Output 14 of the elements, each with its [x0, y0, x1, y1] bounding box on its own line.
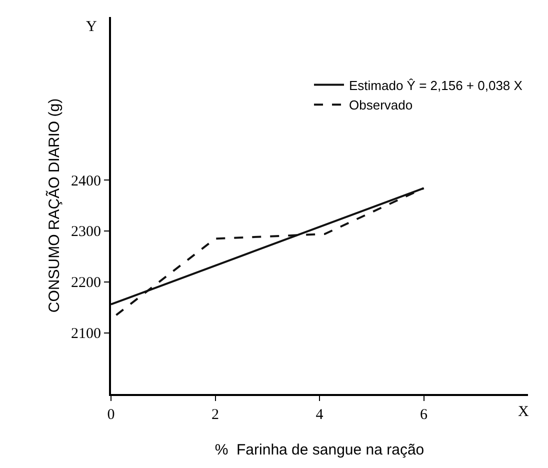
y-tick-label: 2100 — [71, 326, 101, 342]
x-tick-label: 0 — [107, 407, 115, 423]
y-axis-title: CONSUMO RAÇÃO DIARIO (g) — [44, 98, 63, 313]
legend-label: Observado — [349, 98, 413, 113]
text: Y — [86, 19, 97, 35]
y-tick-label: 2300 — [71, 224, 101, 240]
y-tick-label: 2400 — [71, 173, 101, 190]
x-tick-label: 4 — [316, 407, 324, 423]
text: X — [518, 404, 529, 420]
x-tick-label: 6 — [420, 407, 428, 423]
y-tick-label: 2200 — [71, 275, 101, 292]
legend-label: Estimado Ŷ = 2,156 + 0,038 X — [349, 78, 523, 93]
x-axis-title: % Farinha de sangue na ração — [214, 442, 424, 458]
x-tick-label: 2 — [212, 407, 219, 423]
